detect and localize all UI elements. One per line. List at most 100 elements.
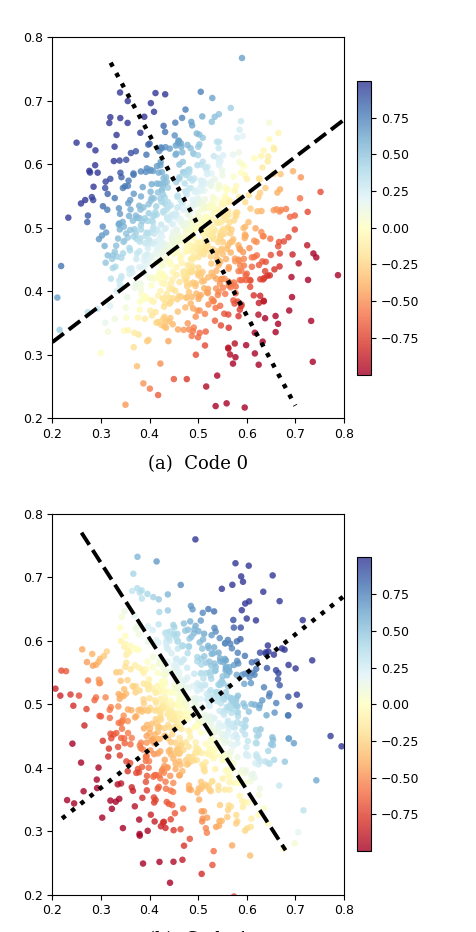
Point (141, 311, 149, 326)
Point (137, 735, 145, 750)
Point (169, 855, 177, 870)
Point (225, 768, 232, 783)
Point (161, 222, 169, 237)
Point (173, 260, 180, 275)
Point (126, 267, 133, 281)
Point (274, 672, 282, 687)
Point (208, 212, 216, 226)
Point (120, 682, 128, 697)
Point (177, 672, 185, 687)
Point (265, 689, 273, 704)
Point (132, 765, 140, 780)
Point (199, 201, 207, 216)
Point (214, 151, 222, 166)
Point (168, 208, 175, 223)
Point (153, 158, 161, 173)
Point (280, 234, 288, 249)
Point (129, 265, 136, 280)
Point (248, 655, 256, 670)
Point (169, 706, 176, 721)
Point (198, 804, 206, 819)
Point (171, 116, 179, 130)
Point (221, 636, 229, 651)
Point (219, 730, 227, 745)
Point (230, 658, 238, 673)
Point (219, 752, 227, 767)
Point (213, 271, 220, 286)
Point (40, 805, 47, 820)
Point (206, 685, 213, 700)
Point (255, 171, 263, 185)
Point (193, 720, 200, 734)
Point (150, 104, 158, 119)
Point (167, 310, 174, 325)
Point (199, 226, 207, 241)
Point (135, 327, 142, 342)
Point (185, 639, 193, 654)
Point (86, 163, 93, 178)
Point (240, 221, 248, 236)
Point (157, 140, 165, 155)
Point (212, 300, 219, 315)
Point (160, 118, 168, 133)
Point (167, 812, 175, 827)
Point (186, 730, 194, 745)
Point (137, 218, 145, 233)
Point (160, 729, 168, 744)
Point (111, 191, 119, 206)
Point (172, 661, 180, 676)
Point (73, 135, 80, 150)
Point (171, 243, 179, 258)
Point (194, 139, 202, 154)
Point (232, 693, 240, 708)
Point (163, 174, 170, 189)
Point (163, 210, 171, 225)
Point (201, 192, 208, 207)
Point (237, 258, 244, 273)
Point (135, 812, 143, 827)
Point (218, 582, 226, 596)
Point (143, 226, 150, 240)
Point (206, 782, 213, 797)
Point (124, 673, 131, 688)
Point (154, 288, 162, 303)
Point (195, 289, 203, 304)
Point (228, 641, 236, 656)
Point (180, 616, 188, 631)
Point (217, 719, 225, 733)
Point (171, 660, 178, 675)
Point (113, 284, 120, 299)
Point (198, 657, 205, 672)
Point (251, 756, 259, 771)
Point (231, 251, 239, 266)
Point (108, 802, 116, 816)
Point (195, 792, 203, 807)
Point (149, 769, 157, 784)
Point (117, 674, 125, 689)
Point (166, 875, 174, 890)
Point (184, 670, 191, 685)
Point (166, 281, 173, 296)
Point (200, 183, 208, 198)
Point (126, 240, 133, 255)
Point (219, 719, 227, 733)
Point (240, 696, 248, 711)
Point (240, 677, 248, 692)
Point (145, 254, 152, 269)
Point (194, 742, 202, 757)
Point (313, 773, 320, 788)
Point (163, 286, 170, 301)
Point (223, 396, 230, 411)
Point (192, 692, 199, 707)
Point (180, 267, 188, 282)
Point (215, 158, 223, 172)
Point (181, 706, 189, 720)
Point (174, 135, 182, 150)
Point (231, 296, 238, 311)
Point (120, 689, 128, 704)
Point (172, 174, 180, 189)
Point (197, 173, 205, 188)
Point (181, 217, 189, 232)
Point (200, 198, 208, 212)
Point (159, 229, 166, 244)
